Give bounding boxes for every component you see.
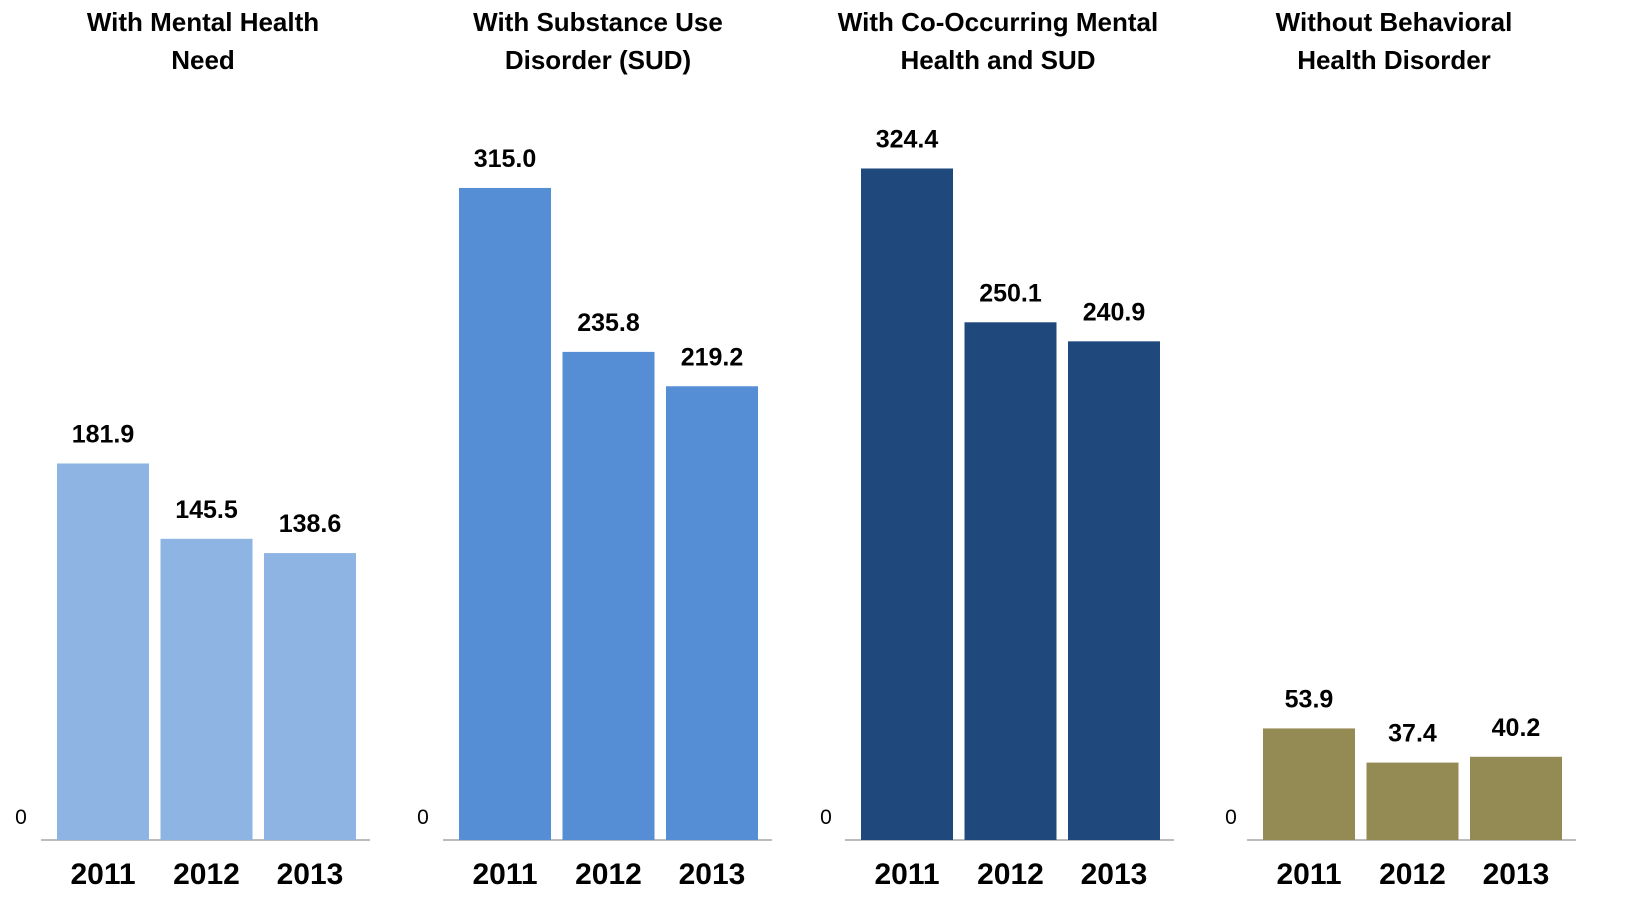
bar-2012 <box>562 351 655 840</box>
x-tick-label: 2011 <box>1276 858 1341 891</box>
panel-title-line: Health and SUD <box>900 45 1095 75</box>
x-tick-label: 2012 <box>575 858 642 891</box>
y-tick-label-zero: 0 <box>417 806 429 829</box>
panel-title-line: With Co-Occurring Mental <box>838 7 1158 37</box>
panel-title-line: With Mental Health <box>87 7 319 37</box>
x-tick-label: 2011 <box>874 858 939 891</box>
data-label: 235.8 <box>577 309 640 337</box>
data-label: 250.1 <box>979 279 1042 307</box>
chart-panel-2: With Substance Use Disorder (SUD) 0 315.0 20… <box>417 7 772 891</box>
panel-title-line: Health Disorder <box>1297 45 1491 75</box>
bar-2013 <box>264 553 356 840</box>
chart-panel-3: With Co-Occurring Mental Health and SUD 0 3… <box>820 7 1174 891</box>
data-label: 240.9 <box>1083 298 1146 326</box>
data-label: 324.4 <box>876 125 939 153</box>
y-tick-label-zero: 0 <box>1225 806 1237 829</box>
bar-2013 <box>1068 341 1160 840</box>
bar-2012 <box>1366 762 1459 840</box>
data-label: 138.6 <box>279 510 342 538</box>
bar-2013 <box>1470 756 1562 840</box>
bar-2013 <box>666 386 758 840</box>
chart-panel-4: Without Behavioral Health Disorder 0 53.9 20… <box>1225 7 1576 891</box>
data-label: 145.5 <box>175 496 238 524</box>
data-label: 181.9 <box>72 420 135 448</box>
x-tick-label: 2012 <box>173 858 240 891</box>
data-label: 53.9 <box>1285 685 1334 713</box>
bar-2011 <box>57 463 149 840</box>
data-label: 219.2 <box>681 343 744 371</box>
x-tick-label: 2013 <box>277 858 344 891</box>
x-tick-label: 2013 <box>1483 858 1550 891</box>
bar-2012 <box>160 538 253 840</box>
bar-2011 <box>459 187 551 840</box>
x-tick-label: 2013 <box>1081 858 1148 891</box>
x-tick-label: 2011 <box>472 858 537 891</box>
data-label: 315.0 <box>474 145 537 173</box>
bar-2011 <box>861 168 953 840</box>
y-tick-label-zero: 0 <box>820 806 832 829</box>
x-tick-label: 2013 <box>679 858 746 891</box>
panel-title-line: Disorder (SUD) <box>505 45 691 75</box>
bar-2012 <box>964 322 1057 841</box>
bar-2011 <box>1263 728 1355 840</box>
data-label: 40.2 <box>1492 714 1541 742</box>
panel-title-line: Without Behavioral <box>1276 7 1513 37</box>
panel-title-line: Need <box>171 45 235 75</box>
x-tick-label: 2011 <box>70 858 135 891</box>
panel-title-line: With Substance Use <box>473 7 723 37</box>
x-tick-label: 2012 <box>1379 858 1446 891</box>
y-tick-label-zero: 0 <box>15 806 27 829</box>
data-label: 37.4 <box>1388 720 1437 748</box>
x-tick-label: 2012 <box>977 858 1044 891</box>
chart-panel-1: With Mental Health Need 0 181.9 2011 145.5 201… <box>15 7 370 891</box>
